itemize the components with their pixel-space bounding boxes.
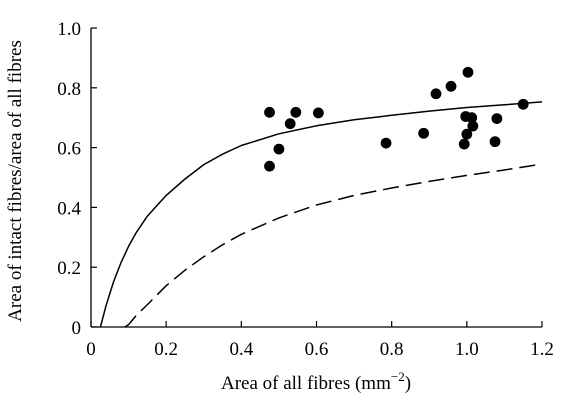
data-point [312, 107, 324, 119]
y-tick-label: 0.2 [57, 258, 81, 279]
data-point [430, 88, 442, 100]
data-point [273, 143, 285, 155]
data-point [489, 136, 501, 148]
data-point [462, 66, 474, 78]
data-point [461, 128, 473, 140]
tick-labels: 0 0.2 0.4 0.6 0.8 1.0 1.2 0 0.2 0.4 0.6 0.8 1.0 [57, 19, 554, 360]
fitted-curves [99, 101, 543, 328]
x-tick-label: 0.4 [229, 339, 253, 360]
x-axis-title: Area of all fibres (mm−2) [221, 369, 411, 394]
data-point [290, 106, 302, 118]
data-point [517, 98, 529, 110]
y-tick-label: 0 [72, 318, 82, 339]
x-tick-label: 1.2 [530, 339, 554, 360]
x-tick-label: 0.6 [305, 339, 329, 360]
y-tick-label: 0.4 [57, 198, 81, 219]
data-point [380, 137, 392, 149]
y-tick-label: 0.6 [57, 139, 81, 160]
x-axis-title-close: ) [405, 373, 411, 394]
data-point [418, 127, 430, 139]
x-tick-label: 0 [86, 339, 96, 360]
data-point [284, 118, 296, 130]
data-point [466, 112, 478, 124]
axes [90, 27, 543, 328]
x-axis-title-text: Area of all fibres (mm [221, 373, 391, 394]
data-point [491, 113, 503, 124]
y-axis-title: Area of intact fibres/area of all fibres [5, 40, 26, 322]
solid-curve [99, 101, 543, 328]
y-tick-label: 1.0 [57, 19, 81, 40]
y-tick-label: 0.8 [57, 79, 81, 100]
dashed-curve [124, 163, 543, 328]
data-point [458, 138, 470, 150]
data-point [264, 160, 275, 172]
data-point [264, 106, 275, 118]
x-axis-title-superscript: −2 [391, 369, 405, 384]
x-tick-label: 0.8 [380, 339, 404, 360]
x-tick-label: 1.0 [455, 339, 479, 360]
data-point [445, 80, 457, 92]
x-tick-label: 0.2 [154, 339, 178, 360]
data-point [467, 120, 479, 132]
data-points [264, 66, 529, 172]
